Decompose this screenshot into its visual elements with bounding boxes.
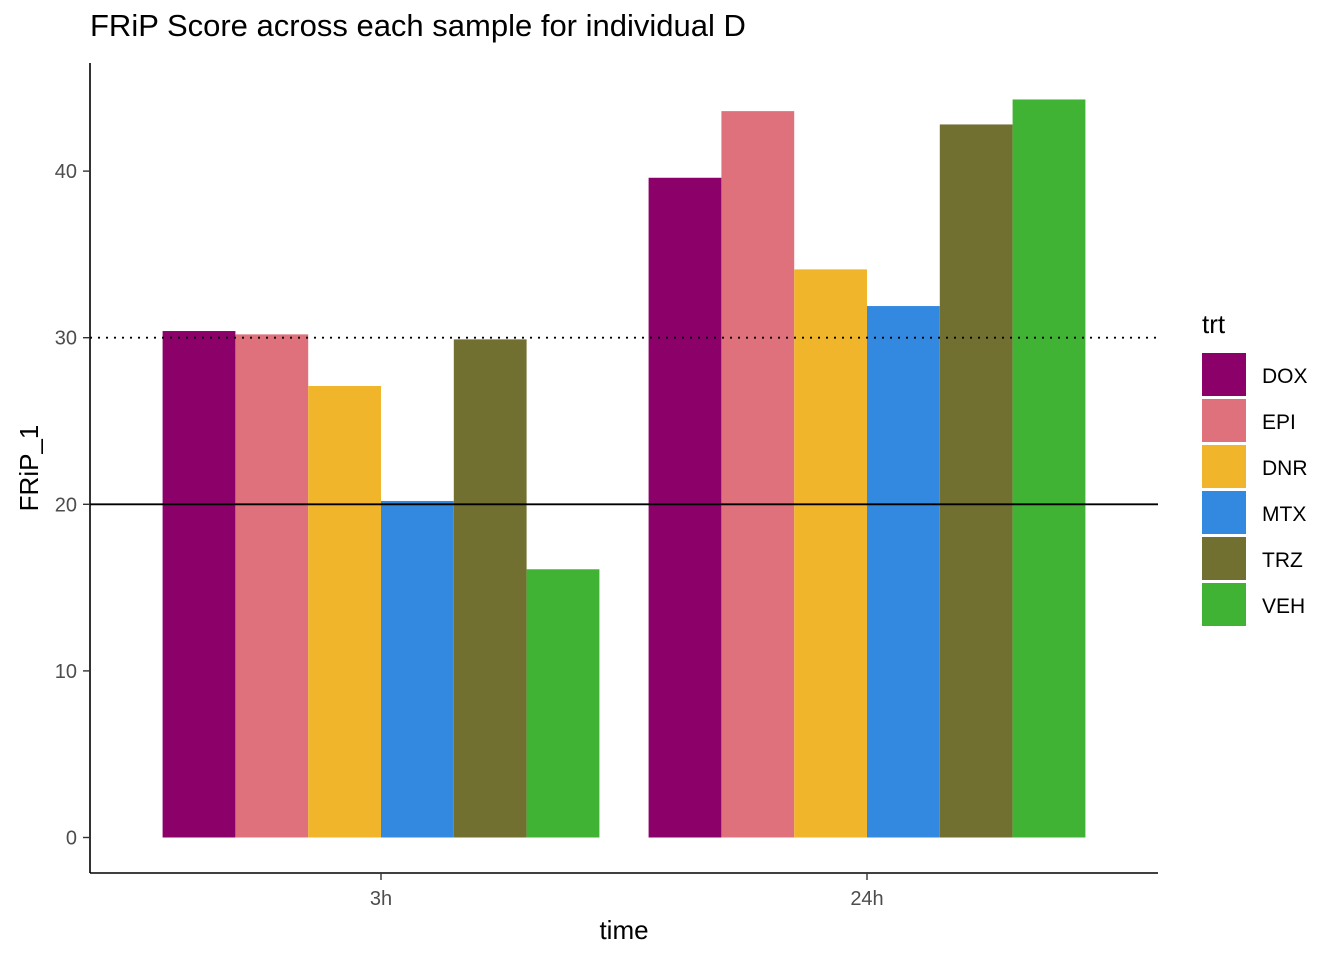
bar-trz-3h: [453, 339, 527, 838]
bar-mtx-3h: [381, 500, 454, 838]
y-tick-label: 10: [55, 661, 77, 683]
axes: [89, 63, 1158, 874]
y-tick-label: 20: [55, 494, 77, 516]
legend-key-dnr: [1202, 445, 1246, 488]
y-tick-label: 0: [66, 828, 77, 850]
x-axis-title: time: [599, 915, 648, 945]
bar-epi-24h: [721, 111, 795, 838]
chart-title: FRiP Score across each sample for indivi…: [90, 8, 746, 43]
legend-label-dox: DOX: [1262, 365, 1308, 388]
legend: trt DOX EPI DNR MTX TRZ VEH: [1202, 309, 1308, 626]
legend-label-trz: TRZ: [1262, 549, 1303, 572]
legend-key-mtx: [1202, 491, 1246, 534]
legend-title: trt: [1202, 309, 1226, 339]
bar-veh-3h: [526, 569, 600, 838]
legend-label-dnr: DNR: [1262, 457, 1308, 480]
x-tick-label: 24h: [850, 888, 883, 910]
x-ticks: 3h 24h: [370, 873, 884, 910]
legend-key-dox: [1202, 353, 1246, 396]
bar-dnr-3h: [308, 386, 381, 838]
bar-veh-24h: [1012, 99, 1086, 838]
legend-key-trz: [1202, 537, 1246, 580]
reference-lines: [90, 336, 1158, 506]
legend-label-epi: EPI: [1262, 411, 1296, 434]
legend-key-veh: [1202, 583, 1246, 626]
bar-dnr-24h: [794, 269, 867, 838]
bar-mtx-24h: [867, 306, 940, 838]
legend-key-epi: [1202, 399, 1246, 442]
y-axis-title: FRiP_1: [14, 425, 44, 512]
bar-epi-3h: [235, 334, 309, 838]
y-tick-label: 40: [55, 161, 77, 183]
y-ticks: 0 10 20 30 40: [55, 161, 90, 850]
bar-dox-3h: [162, 331, 236, 838]
bars-layer: [162, 99, 1086, 838]
y-tick-label: 30: [55, 328, 77, 350]
legend-label-mtx: MTX: [1262, 503, 1306, 526]
bar-trz-24h: [939, 124, 1013, 838]
legend-label-veh: VEH: [1262, 595, 1305, 618]
x-tick-label: 3h: [370, 888, 392, 910]
bar-dox-24h: [648, 177, 722, 838]
